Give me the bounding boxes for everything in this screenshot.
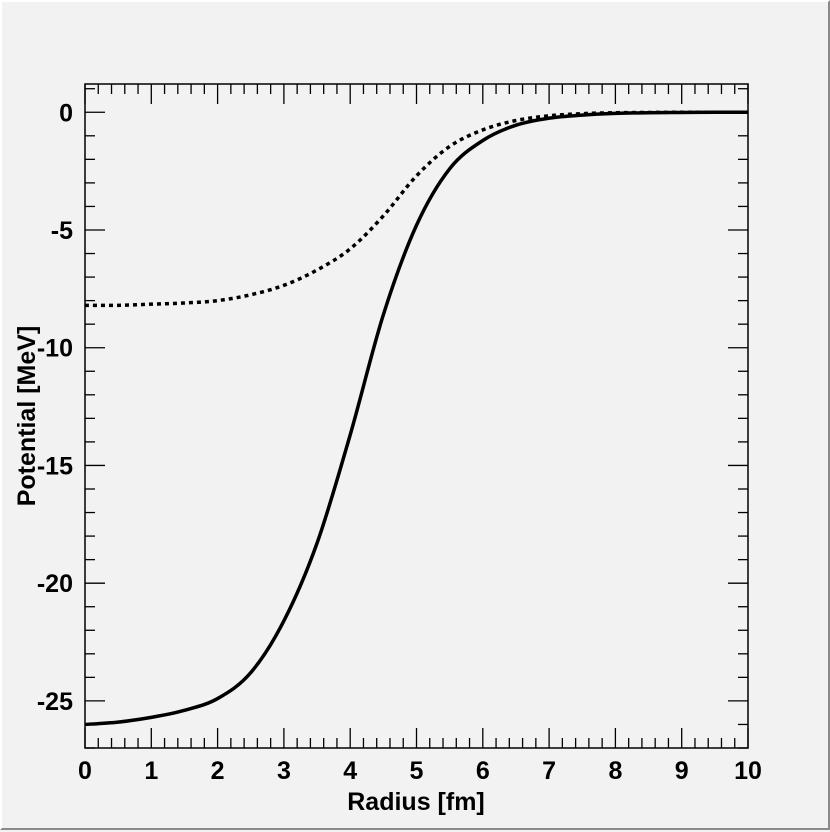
series-lines	[84, 110, 749, 727]
y-tick-label: -15	[37, 452, 73, 480]
x-tick-label: 3	[277, 757, 291, 785]
x-axis-title: Radius [fm]	[347, 788, 485, 816]
tick-labels: 0 1 2 3 4 5 6 7 8 9 10 0 -5 -10 -15 -20 -25	[37, 99, 762, 785]
x-tick-label: 2	[211, 757, 225, 785]
x-tick-label: 6	[476, 757, 490, 785]
x-tick-label: 7	[542, 757, 556, 785]
x-tick-label: 10	[734, 757, 762, 785]
x-tick-label: 1	[144, 757, 158, 785]
y-tick-label: -10	[37, 335, 73, 363]
y-tick-label: 0	[59, 99, 73, 127]
x-tick-label: 4	[343, 757, 357, 785]
y-axis-title: Potential [MeV]	[13, 326, 41, 507]
x-tick-label: 8	[608, 757, 622, 785]
x-tick-label: 9	[675, 757, 689, 785]
y-tick-label: -5	[51, 217, 73, 245]
axis-ticks	[84, 84, 749, 749]
x-tick-label: 0	[78, 757, 92, 785]
x-tick-label: 5	[410, 757, 424, 785]
y-tick-label: -25	[37, 688, 73, 716]
y-tick-label: -20	[37, 570, 73, 598]
plot-frame	[84, 83, 749, 749]
dotted-series-line	[84, 110, 748, 308]
solid-series-line	[84, 110, 749, 727]
